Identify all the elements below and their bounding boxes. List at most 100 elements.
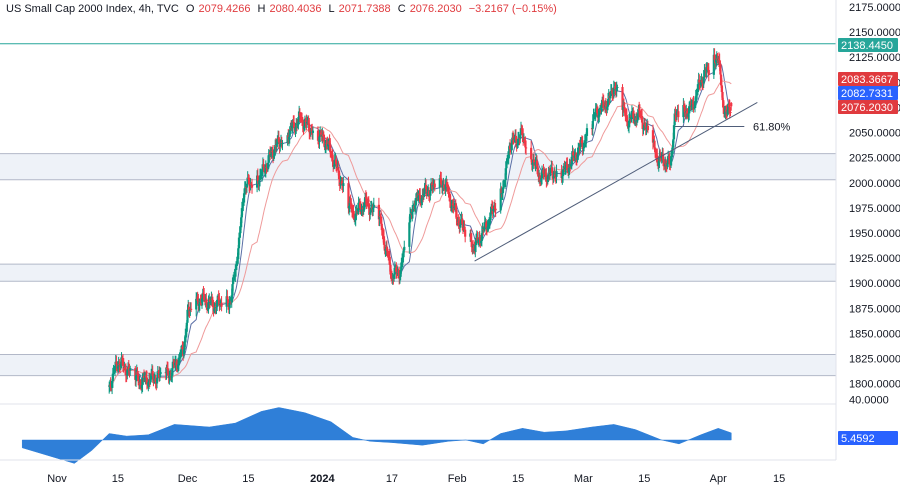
- candle-body: [113, 365, 117, 371]
- price-tick-label: 1925.0000: [849, 253, 900, 265]
- candle-body: [171, 368, 174, 376]
- candle-body: [540, 171, 544, 179]
- candle-body: [300, 119, 304, 121]
- close-value: 2076.2030: [409, 3, 462, 15]
- candle-body: [615, 87, 618, 91]
- candle-body: [667, 157, 670, 163]
- candle-body: [639, 113, 642, 115]
- candle-body: [206, 308, 209, 310]
- candle-body: [231, 284, 234, 296]
- candle-body: [237, 237, 241, 249]
- candle-body: [140, 385, 143, 389]
- candle-body: [579, 143, 582, 147]
- candle-body: [350, 208, 354, 212]
- candle-body: [727, 104, 731, 107]
- candle-body: [118, 363, 121, 365]
- candle-body: [137, 380, 141, 383]
- candle-body: [358, 202, 362, 209]
- candle-body: [292, 122, 296, 129]
- candle-body: [190, 308, 193, 310]
- candle-body: [264, 167, 267, 171]
- candle-body: [423, 187, 426, 194]
- candle-body: [684, 112, 687, 114]
- candle-body: [242, 202, 245, 205]
- candle-body: [299, 115, 302, 119]
- candle-body: [381, 230, 384, 233]
- candle-body: [378, 215, 381, 220]
- candle-body: [211, 298, 214, 300]
- candle-body: [630, 117, 633, 120]
- candle-body: [472, 246, 475, 249]
- candle-body: [426, 192, 429, 194]
- candle-body: [545, 175, 548, 181]
- candle-body: [395, 267, 398, 272]
- candle-body: [537, 174, 540, 177]
- candle-body: [411, 206, 415, 212]
- candle-body: [289, 127, 292, 131]
- price-tick-label: 2150.0000: [849, 27, 900, 39]
- candle-body: [311, 130, 315, 133]
- price-tick-label: 1800.0000: [849, 379, 900, 391]
- low-label: L: [328, 3, 335, 15]
- candle-body: [683, 107, 686, 113]
- candle-body: [335, 164, 338, 168]
- candle-body: [248, 178, 251, 185]
- candle-body: [513, 137, 516, 140]
- candle-body: [698, 79, 701, 83]
- candle-body: [675, 111, 678, 115]
- candle-body: [552, 176, 555, 178]
- candle-body: [209, 301, 212, 303]
- candle-body: [623, 107, 626, 113]
- candle-body: [725, 109, 728, 112]
- candle-body: [380, 223, 383, 231]
- candle-body: [176, 364, 180, 369]
- candle-body: [147, 379, 151, 383]
- candle-body: [219, 304, 222, 306]
- candle-body: [577, 147, 580, 155]
- candle-body: [635, 118, 638, 121]
- candle-body: [261, 169, 264, 176]
- change-value: −3.2167 (−0.15%): [468, 3, 557, 15]
- candle-body: [600, 105, 603, 111]
- candle-body: [469, 233, 473, 241]
- candle-body: [564, 163, 568, 168]
- candle-body: [234, 269, 237, 276]
- candle-body: [669, 156, 673, 166]
- candle-body: [393, 274, 396, 279]
- candle-body: [637, 108, 640, 114]
- candle-body: [504, 168, 507, 181]
- candle-body: [492, 209, 495, 211]
- candle-body: [277, 137, 280, 143]
- candle-body: [627, 126, 630, 128]
- candle-body: [502, 184, 505, 188]
- candle-body: [517, 138, 520, 144]
- candle-body: [401, 260, 404, 263]
- candle-body: [705, 69, 708, 72]
- candle-body: [440, 178, 443, 185]
- candle-body: [490, 206, 493, 213]
- candle-body: [419, 195, 422, 202]
- candle-body: [197, 300, 200, 306]
- candle-body: [142, 376, 146, 379]
- candle-body: [301, 119, 304, 126]
- candle-body: [250, 184, 254, 188]
- candle-body: [124, 369, 127, 376]
- candle-body: [269, 154, 272, 156]
- candle-body: [398, 276, 402, 278]
- candle-body: [594, 110, 597, 115]
- candle-body: [515, 140, 518, 146]
- candle-body: [318, 136, 321, 142]
- candle-body: [601, 99, 605, 102]
- price-tick-label: 1950.0000: [849, 228, 900, 240]
- candle-body: [596, 107, 599, 114]
- candle-body: [309, 130, 312, 134]
- candle-body: [225, 296, 228, 307]
- candle-body: [575, 154, 578, 159]
- candle-body: [414, 205, 417, 210]
- candle-body: [397, 271, 400, 274]
- candle-body: [382, 236, 386, 245]
- candle-body: [183, 340, 186, 350]
- candle-body: [546, 176, 549, 182]
- candle-body: [514, 135, 518, 141]
